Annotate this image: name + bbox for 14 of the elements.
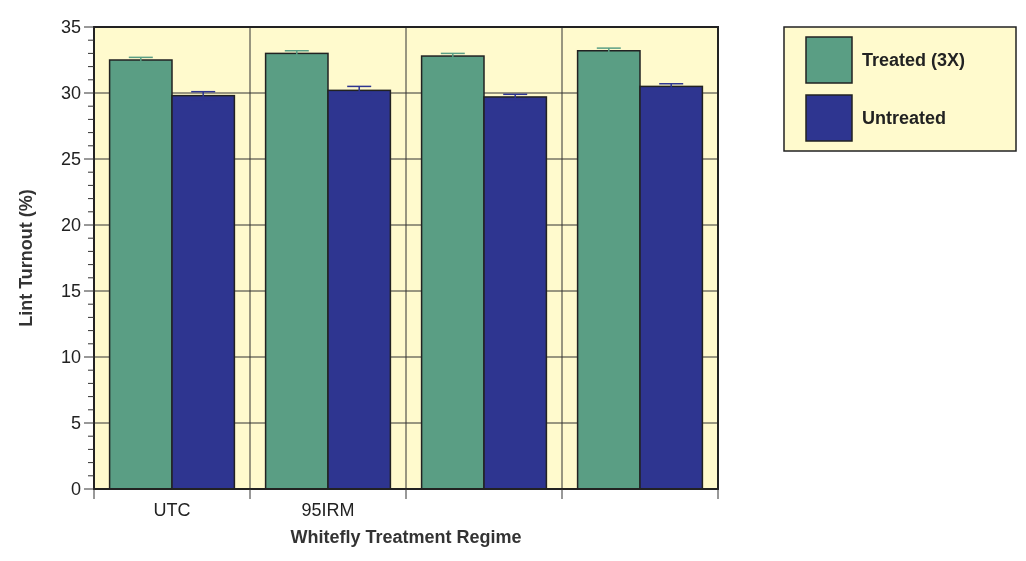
y-tick-label: 10 xyxy=(60,347,81,368)
y-tick-label: 15 xyxy=(60,281,81,302)
y-axis-title: Lint Turnout (%) xyxy=(16,189,36,327)
y-tick-label: 35 xyxy=(60,17,81,38)
y-tick-label: 25 xyxy=(60,149,81,170)
text: Untreated xyxy=(862,108,947,129)
y-tick-label: 5 xyxy=(70,413,81,434)
y-tick-label: 0 xyxy=(70,479,81,500)
y-tick-label: 20 xyxy=(60,215,81,236)
x-tick-label: 95IRM xyxy=(301,500,355,520)
x-axis-title: Whitefly Treatment Regime xyxy=(290,527,522,547)
x-tick-label: UTC xyxy=(153,500,191,520)
y-tick-label: 30 xyxy=(60,83,81,104)
text: Treated (3X) xyxy=(862,50,966,71)
